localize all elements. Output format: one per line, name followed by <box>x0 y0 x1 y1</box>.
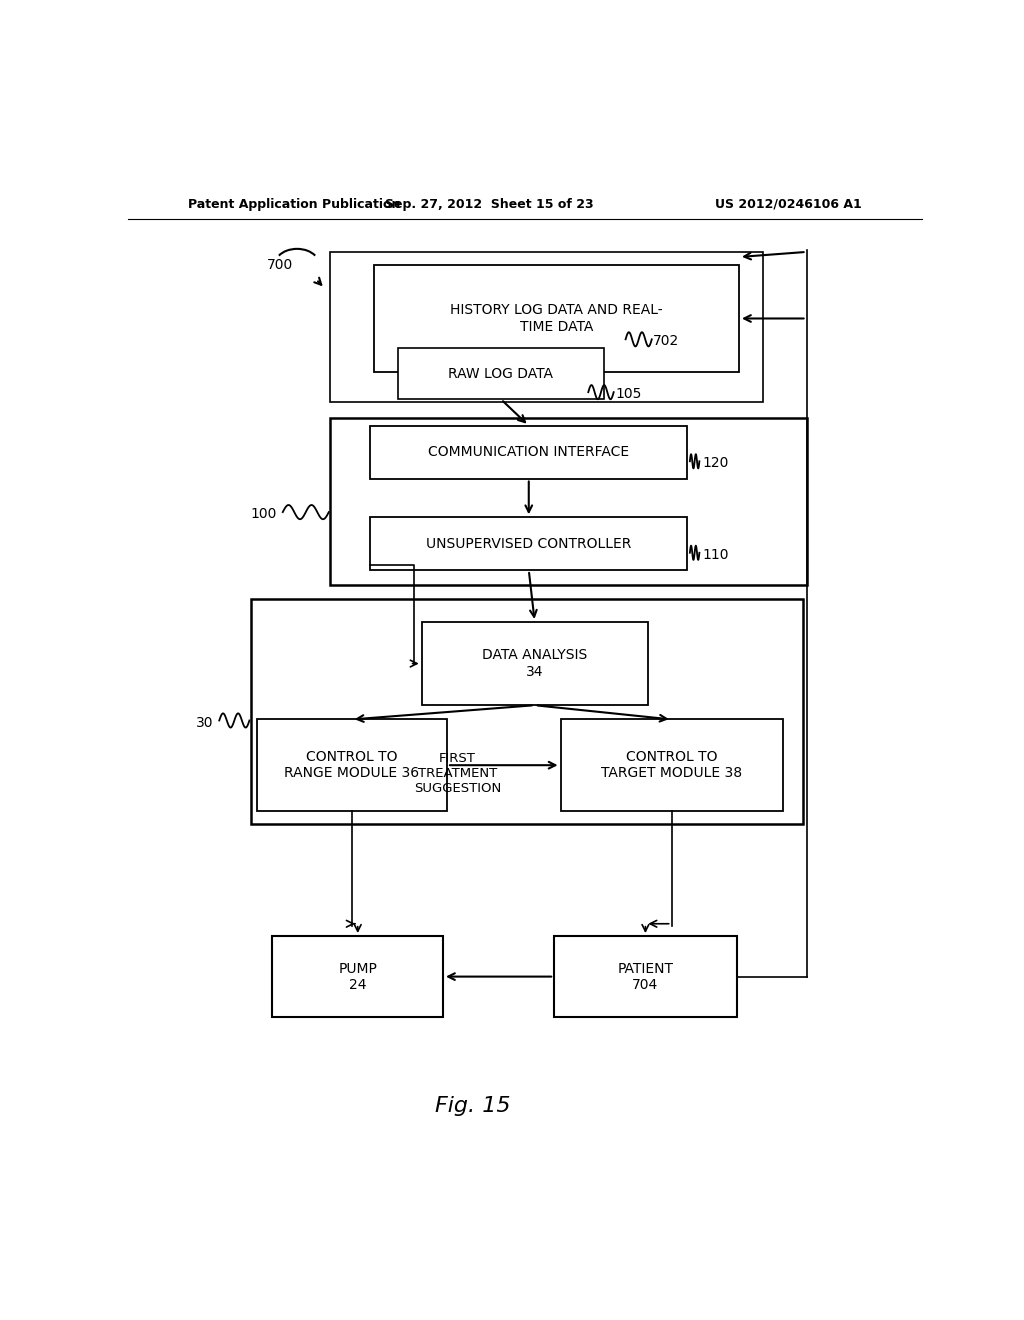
Text: 105: 105 <box>615 387 642 401</box>
FancyBboxPatch shape <box>251 598 803 824</box>
Text: 702: 702 <box>653 334 680 348</box>
FancyBboxPatch shape <box>370 517 687 570</box>
FancyBboxPatch shape <box>422 622 648 705</box>
FancyBboxPatch shape <box>554 936 736 1018</box>
Text: HISTORY LOG DATA AND REAL-
TIME DATA: HISTORY LOG DATA AND REAL- TIME DATA <box>451 304 663 334</box>
Text: DATA ANALYSIS
34: DATA ANALYSIS 34 <box>482 648 588 678</box>
Text: Sep. 27, 2012  Sheet 15 of 23: Sep. 27, 2012 Sheet 15 of 23 <box>385 198 593 211</box>
FancyBboxPatch shape <box>257 719 447 810</box>
FancyBboxPatch shape <box>272 936 443 1018</box>
Text: US 2012/0246106 A1: US 2012/0246106 A1 <box>716 198 862 211</box>
FancyBboxPatch shape <box>374 265 739 372</box>
Text: 700: 700 <box>267 259 293 272</box>
Text: COMMUNICATION INTERFACE: COMMUNICATION INTERFACE <box>428 445 630 459</box>
Text: Patent Application Publication: Patent Application Publication <box>187 198 400 211</box>
Text: UNSUPERVISED CONTROLLER: UNSUPERVISED CONTROLLER <box>426 537 632 550</box>
Text: Fig. 15: Fig. 15 <box>435 1096 511 1115</box>
FancyBboxPatch shape <box>370 426 687 479</box>
Text: PATIENT
704: PATIENT 704 <box>617 961 674 991</box>
Text: 110: 110 <box>702 548 729 562</box>
FancyArrowPatch shape <box>314 277 322 285</box>
Text: CONTROL TO
TARGET MODULE 38: CONTROL TO TARGET MODULE 38 <box>601 750 742 780</box>
FancyBboxPatch shape <box>331 252 763 403</box>
Text: 100: 100 <box>251 507 278 521</box>
Text: FIRST
TREATMENT
SUGGESTION: FIRST TREATMENT SUGGESTION <box>414 752 501 795</box>
FancyBboxPatch shape <box>397 348 604 399</box>
FancyBboxPatch shape <box>331 417 807 585</box>
Text: RAW LOG DATA: RAW LOG DATA <box>449 367 554 381</box>
Text: CONTROL TO
RANGE MODULE 36: CONTROL TO RANGE MODULE 36 <box>285 750 420 780</box>
Text: PUMP
24: PUMP 24 <box>338 961 377 991</box>
Text: 30: 30 <box>197 715 214 730</box>
FancyBboxPatch shape <box>560 719 782 810</box>
Text: 120: 120 <box>702 457 729 470</box>
